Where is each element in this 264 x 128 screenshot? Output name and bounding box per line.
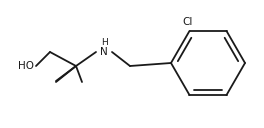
Text: HO: HO: [18, 61, 34, 71]
Text: N: N: [100, 47, 108, 57]
Text: H: H: [101, 38, 107, 47]
Text: Cl: Cl: [182, 17, 193, 27]
